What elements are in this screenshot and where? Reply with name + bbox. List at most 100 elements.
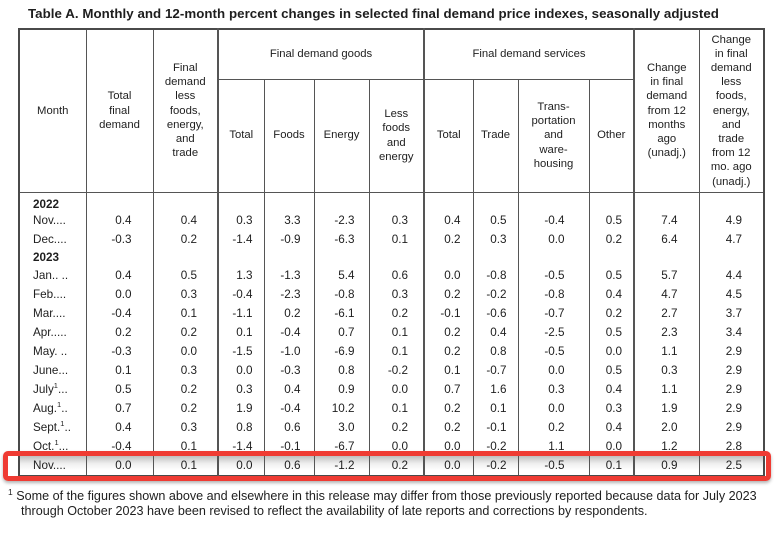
value-cell: 0.2 — [588, 303, 634, 323]
value-cell: -6.9 — [313, 341, 369, 361]
table-row: Nov.... 0.0 0.1 0.0 0.6 -1.2 0.2 0.0 -0.2 -0.5 0.1… — [18, 455, 764, 476]
footnote-ref: 1 — [54, 437, 59, 447]
value-cell: 0.0 — [423, 436, 473, 456]
value-cell: -2.3 — [313, 210, 369, 230]
value-cell — [85, 248, 153, 266]
table-row: June... 0.1 0.3 0.0 -0.3 0.8 -0.2 0.1 -0.7 0.0 0.5… — [18, 360, 764, 380]
value-cell: 0.2 — [263, 303, 314, 323]
value-cell — [472, 192, 518, 211]
value-cell: 0.5 — [85, 379, 153, 399]
month-label: Mar — [33, 306, 53, 320]
value-cell: 0.1 — [368, 341, 424, 361]
value-cell — [633, 248, 699, 266]
value-cell: 0.4 — [423, 210, 473, 230]
table-row: Feb.... 0.0 0.3 -0.4 -2.3 -0.8 0.3 0.2 -0.2 -0.8 0… — [18, 284, 764, 304]
value-cell: 0.2 — [423, 398, 473, 418]
value-cell: 0.1 — [152, 303, 218, 323]
table-row: July1... 0.5 0.2 0.3 0.4 0.9 0.0 0.7 1.6 0.3 0.4 1.… — [18, 379, 764, 399]
value-cell: 0.1 — [152, 455, 218, 476]
value-cell: 0.0 — [85, 284, 153, 304]
value-cell: 1.9 — [633, 398, 699, 418]
header-group-row: Month Total final demand Final demand le… — [18, 29, 764, 193]
value-cell — [85, 192, 153, 211]
value-cell: -0.1 — [423, 303, 473, 323]
value-cell: 0.5 — [588, 360, 634, 380]
value-cell: 0.4 — [588, 284, 634, 304]
value-cell: -2.3 — [263, 284, 314, 304]
value-cell: -0.3 — [263, 360, 314, 380]
value-cell: 0.1 — [423, 360, 473, 380]
value-cell: -0.5 — [517, 341, 589, 361]
header-group-final-demand-services: Final demand services — [423, 29, 634, 80]
dot-leader: ... — [58, 363, 69, 377]
header-services-transportation-warehousing: Trans- portation and ware- housing — [517, 79, 589, 193]
dot-leader: .... — [52, 458, 66, 472]
value-cell: 0.6 — [368, 265, 424, 285]
dot-leader: ... — [57, 382, 68, 396]
value-cell: 0.2 — [152, 379, 218, 399]
value-cell: 0.3 — [152, 417, 218, 437]
value-cell: 0.3 — [368, 210, 424, 230]
value-cell: 1.6 — [472, 379, 518, 399]
value-cell: 0.5 — [472, 210, 518, 230]
month-cell: Aug.1.. — [18, 398, 86, 418]
table-row: Nov.... 0.4 0.4 0.3 3.3 -2.3 0.3 0.4 0.5 -0.4 0.5 7… — [18, 210, 764, 230]
value-cell: 0.2 — [423, 341, 473, 361]
value-cell: 2.9 — [698, 360, 764, 380]
value-cell: 0.1 — [85, 360, 153, 380]
value-cell: 0.4 — [152, 210, 218, 230]
month-cell: Mar.... — [18, 303, 86, 323]
year-label: 2022 — [18, 192, 86, 211]
value-cell: 0.0 — [368, 436, 424, 456]
month-cell: June... — [18, 360, 86, 380]
header-fd-less-foods-energy-trade: Final demand less foods, energy, and tra… — [152, 29, 218, 193]
footnote-marker: 1 — [8, 486, 13, 497]
value-cell: 0.0 — [588, 436, 634, 456]
month-label: Apr — [33, 325, 51, 339]
value-cell: -1.4 — [217, 436, 264, 456]
year-label: 2023 — [18, 248, 86, 266]
table-row: Mar.... -0.4 0.1 -1.1 0.2 -6.1 0.2 -0.1 -0.6 -0.7… — [18, 303, 764, 323]
value-cell: -0.8 — [472, 265, 518, 285]
month-label: May — [33, 344, 55, 358]
value-cell: -1.5 — [217, 341, 264, 361]
value-cell: -0.3 — [85, 229, 153, 249]
value-cell: 0.3 — [368, 284, 424, 304]
value-cell — [263, 248, 314, 266]
value-cell: 0.4 — [85, 417, 153, 437]
value-cell: 0.6 — [263, 455, 314, 476]
value-cell: -0.5 — [517, 265, 589, 285]
value-cell: 0.2 — [368, 417, 424, 437]
month-cell: Apr..... — [18, 322, 86, 342]
value-cell — [423, 248, 473, 266]
dot-leader: .... — [53, 287, 67, 301]
value-cell: -1.3 — [263, 265, 314, 285]
value-cell: -0.2 — [472, 436, 518, 456]
value-cell: -6.3 — [313, 229, 369, 249]
value-cell: -0.4 — [263, 322, 314, 342]
table-row: May. .. -0.3 0.0 -1.5 -1.0 -6.9 0.1 0.2 0.8 -0.5 0… — [18, 341, 764, 361]
footnote-ref: 1 — [53, 380, 58, 390]
value-cell: 2.9 — [698, 379, 764, 399]
month-label: Oct. — [33, 439, 55, 453]
header-month: Month — [18, 29, 86, 193]
dot-leader: . .. — [54, 344, 68, 358]
month-label: Nov — [33, 213, 53, 227]
value-cell: 0.4 — [588, 379, 634, 399]
value-cell: 0.0 — [152, 341, 218, 361]
value-cell: 0.4 — [85, 210, 153, 230]
footnote-ref: 1 — [60, 418, 65, 428]
value-cell: 0.5 — [152, 265, 218, 285]
value-cell: 0.1 — [368, 398, 424, 418]
value-cell: 2.7 — [633, 303, 699, 323]
header-change-12-months-less: Change in final demand less foods, energ… — [698, 29, 764, 193]
value-cell: -0.4 — [263, 398, 314, 418]
value-cell — [517, 248, 589, 266]
value-cell: -0.5 — [517, 455, 589, 476]
value-cell: -0.2 — [472, 284, 518, 304]
value-cell: 4.5 — [698, 284, 764, 304]
value-cell: 0.7 — [423, 379, 473, 399]
value-cell: 0.3 — [217, 210, 264, 230]
month-cell: July1... — [18, 379, 86, 399]
value-cell: 0.0 — [517, 360, 589, 380]
